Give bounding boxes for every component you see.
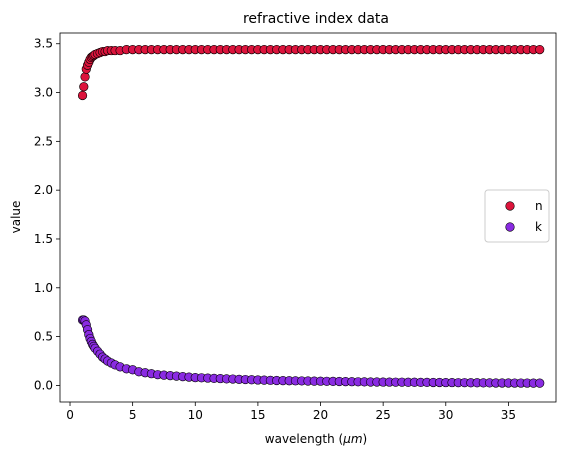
series-k (77, 315, 545, 388)
plot-frame (59, 32, 557, 403)
x-tick-label: 5 (129, 408, 137, 422)
series-n (77, 44, 545, 101)
plot-marks (77, 44, 545, 388)
legend-label-k: k (535, 220, 542, 234)
point-n (79, 82, 89, 92)
legend-items: nk (505, 199, 543, 234)
x-tick-label: 20 (313, 408, 328, 422)
y-tick-label: 0.0 (34, 378, 53, 392)
legend-label-n: n (535, 199, 543, 213)
y-tick-label: 2.5 (34, 134, 53, 148)
y-tick-label: 1.0 (34, 281, 53, 295)
y-tick-label: 0.5 (34, 330, 53, 344)
x-axis-ticks: 0 5 10 15 20 25 30 35 (66, 402, 516, 422)
x-tick-label: 30 (438, 408, 453, 422)
y-axis-ticks: 0.0 0.5 1.0 1.5 2.0 2.5 3.0 3.5 (34, 37, 60, 392)
y-axis-label: value (9, 201, 23, 234)
x-tick-label: 10 (188, 408, 203, 422)
point-n (535, 44, 545, 55)
x-tick-label: 35 (501, 408, 516, 422)
x-tick-label: 0 (66, 408, 74, 422)
point-n (77, 90, 88, 101)
legend-frame (484, 189, 550, 243)
y-tick-label: 3.0 (34, 86, 53, 100)
x-tick-label: 25 (376, 408, 391, 422)
y-tick-label: 1.5 (34, 232, 53, 246)
legend: nk (484, 189, 550, 243)
legend-marker-k (505, 222, 515, 232)
x-axis-label: wavelength (μm) (265, 432, 367, 446)
point-k (535, 378, 545, 388)
y-tick-label: 3.5 (34, 37, 53, 51)
y-tick-label: 2.0 (34, 183, 53, 197)
chart-title: refractive index data (243, 11, 389, 27)
x-tick-label: 15 (250, 408, 265, 422)
point-n (80, 72, 90, 82)
legend-marker-n (505, 201, 515, 211)
